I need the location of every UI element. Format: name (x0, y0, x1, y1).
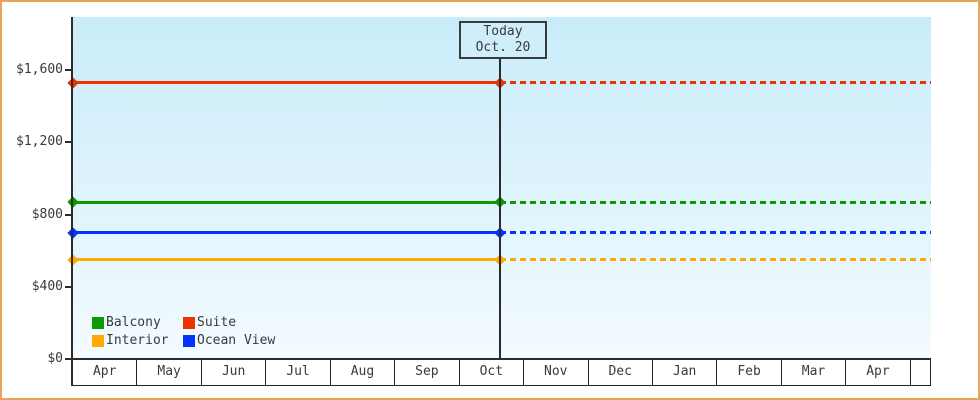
month-cell-nov: Nov (524, 360, 589, 385)
today-annotation-box: Today Oct. 20 (459, 21, 547, 59)
month-cell-apr: Apr (73, 360, 138, 385)
x-axis-month-band: Apr May Jun Jul Aug Sep Oct Nov Dec Jan Feb Mar Apr (71, 358, 931, 386)
month-cell-mar: Mar (782, 360, 847, 385)
series-line-balcony-solid (73, 200, 500, 204)
legend-label: Ocean View (197, 333, 276, 348)
series-line-interior-solid (73, 258, 500, 262)
y-axis-tick-mark (65, 358, 71, 360)
legend-swatch-icon (92, 316, 104, 329)
series-line-suite-solid (73, 81, 500, 85)
series-line-ocean-view-dashed (500, 231, 931, 235)
today-date: Oct. 20 (475, 40, 531, 55)
month-cell-jul: Jul (266, 360, 331, 385)
legend-label: Suite (197, 315, 237, 330)
y-axis-tick-label: $400 (31, 278, 63, 294)
y-axis-tick-label: $0 (47, 351, 63, 366)
legend-label: Balcony (106, 315, 161, 330)
today-label: Today (483, 24, 523, 39)
y-axis-tick-mark (65, 285, 71, 288)
legend-item-interior: Interior (92, 332, 183, 349)
legend-swatch-icon (183, 316, 195, 329)
today-vertical-line (499, 59, 501, 358)
month-cell-empty (911, 360, 930, 385)
y-axis-tick-label: $800 (31, 206, 63, 222)
plot-area (73, 17, 931, 359)
legend-swatch-icon (92, 334, 104, 347)
month-cell-jun: Jun (202, 360, 267, 385)
month-cell-aug: Aug (331, 360, 396, 385)
series-line-ocean-view-solid (73, 231, 500, 235)
series-line-interior-dashed (500, 258, 931, 262)
month-cell-may: May (137, 360, 202, 385)
month-cell-dec: Dec (589, 360, 653, 385)
y-axis-tick-label: $1,600 (16, 62, 63, 77)
legend: Balcony Suite Interior Ocean View (92, 314, 275, 349)
y-axis-tick-mark (65, 141, 71, 144)
legend-label: Interior (106, 333, 169, 348)
month-cell-oct: Oct (460, 360, 525, 385)
legend-swatch-icon (183, 334, 195, 347)
legend-item-suite: Suite (183, 314, 275, 331)
y-axis-line (71, 17, 73, 359)
legend-item-balcony: Balcony (92, 314, 183, 331)
y-axis-tick-mark (65, 213, 71, 216)
month-cell-feb: Feb (717, 360, 782, 385)
y-axis-tick-mark (65, 69, 71, 71)
series-line-suite-dashed (500, 81, 931, 85)
legend-item-ocean-view: Ocean View (183, 332, 275, 349)
month-cell-sep: Sep (395, 360, 460, 385)
series-line-balcony-dashed (500, 200, 931, 204)
month-cell-jan: Jan (653, 360, 718, 385)
month-cell-apr: Apr (846, 360, 911, 385)
y-axis-tick-label: $1,200 (16, 134, 63, 150)
